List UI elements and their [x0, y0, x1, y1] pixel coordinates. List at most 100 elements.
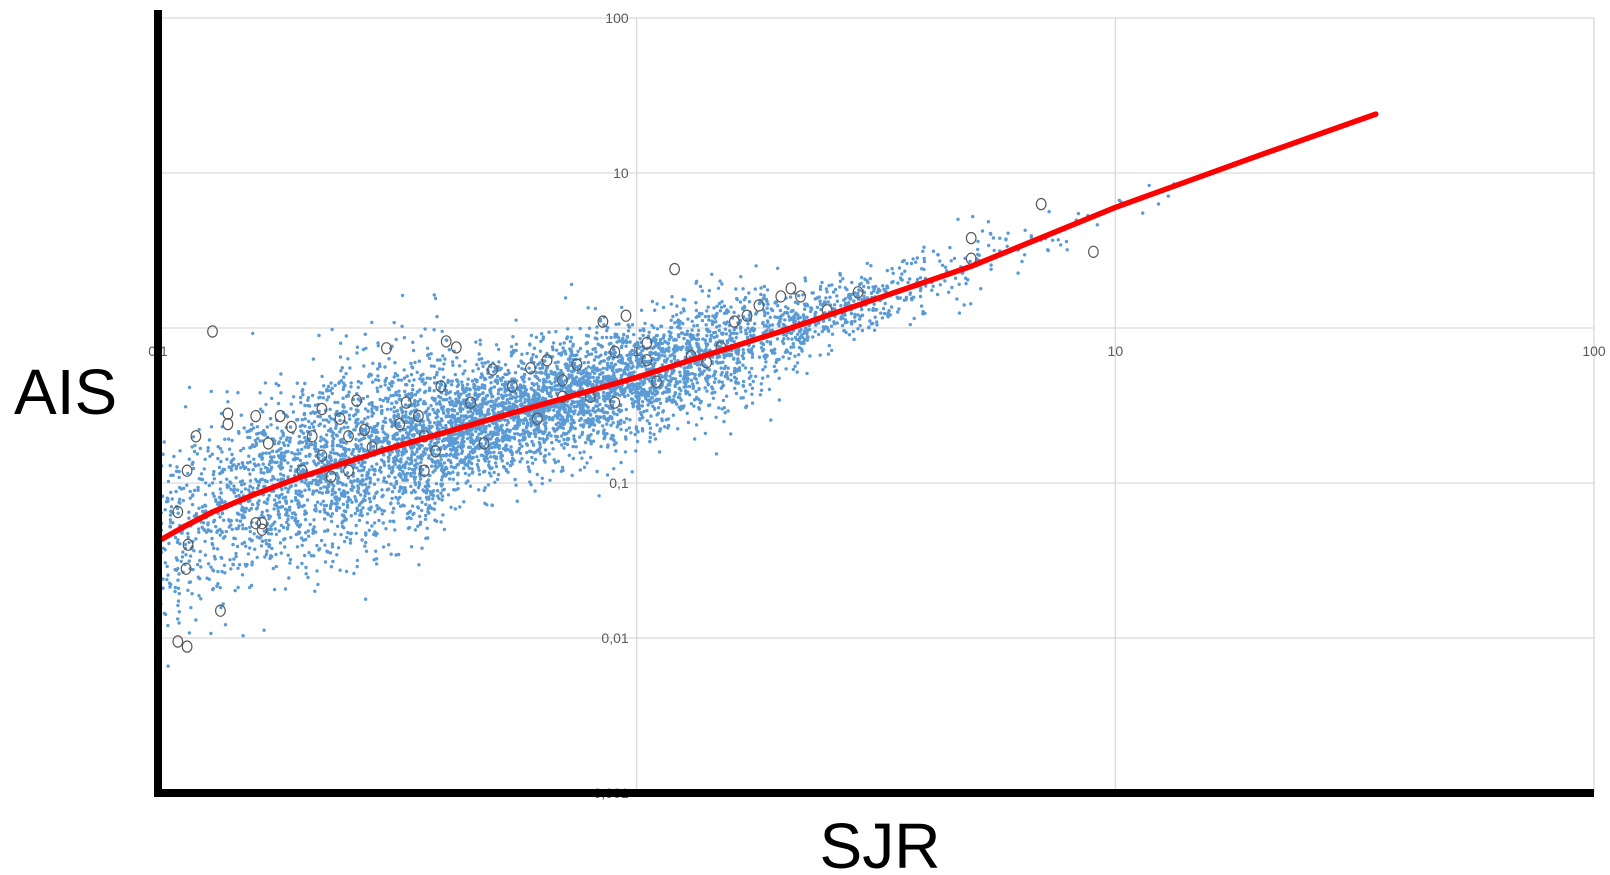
data-point	[568, 339, 572, 344]
data-point	[186, 471, 190, 476]
data-point	[897, 266, 902, 270]
data-point	[540, 332, 544, 336]
data-point	[798, 341, 803, 345]
data-point	[188, 489, 192, 494]
data-point	[547, 431, 551, 435]
data-point	[592, 379, 597, 383]
data-point	[827, 317, 832, 322]
data-point	[363, 482, 368, 487]
data-point	[329, 502, 333, 506]
data-point	[444, 452, 449, 456]
data-point	[276, 478, 280, 482]
data-point	[607, 342, 611, 346]
data-point	[497, 446, 501, 451]
data-point	[392, 375, 396, 379]
data-point	[891, 271, 895, 275]
data-point	[609, 436, 613, 441]
data-point	[565, 403, 569, 407]
data-point	[935, 292, 940, 297]
data-point	[818, 287, 823, 291]
data-point	[388, 381, 392, 386]
data-point	[371, 361, 375, 365]
data-point	[376, 367, 380, 371]
data-point	[223, 623, 228, 627]
data-point	[664, 347, 668, 351]
data-point	[441, 488, 445, 492]
data-point	[763, 313, 767, 318]
data-point	[483, 361, 487, 365]
data-point	[390, 384, 394, 388]
data-point	[674, 344, 679, 348]
data-point	[773, 347, 777, 351]
data-point	[619, 427, 623, 432]
data-point	[582, 450, 586, 454]
data-point	[381, 398, 385, 403]
data-point	[416, 442, 420, 447]
data-point	[339, 466, 343, 470]
data-point	[233, 588, 237, 593]
data-point	[838, 271, 842, 276]
data-point	[722, 321, 726, 325]
data-point	[330, 327, 334, 332]
data-point	[313, 589, 317, 593]
data-point	[697, 311, 702, 316]
data-point	[298, 395, 303, 400]
data-point	[817, 332, 821, 337]
data-point	[225, 477, 229, 481]
data-point	[601, 407, 605, 411]
data-point	[399, 378, 404, 382]
data-point	[344, 371, 348, 376]
data-point	[624, 407, 628, 412]
data-point	[325, 389, 330, 393]
data-point	[247, 508, 251, 512]
data-point	[294, 483, 298, 488]
data-point	[548, 380, 552, 384]
data-point	[390, 450, 394, 454]
data-point	[439, 482, 443, 486]
data-point	[378, 465, 383, 470]
data-point	[261, 410, 265, 414]
data-point	[244, 506, 248, 511]
data-point	[192, 449, 197, 454]
data-point	[356, 409, 360, 413]
data-point	[906, 280, 910, 285]
data-point	[363, 494, 367, 498]
data-point	[856, 313, 860, 317]
data-point	[206, 449, 210, 453]
data-point	[303, 512, 307, 516]
data-point	[850, 280, 854, 285]
data-point	[750, 392, 754, 396]
data-point	[636, 342, 640, 347]
data-point	[477, 352, 481, 356]
data-point	[612, 374, 616, 378]
data-point	[326, 482, 331, 486]
data-point	[282, 454, 287, 458]
data-point	[713, 377, 718, 381]
data-point	[678, 392, 682, 396]
data-point	[1065, 248, 1069, 252]
data-point	[922, 267, 926, 272]
data-point	[562, 408, 567, 412]
data-point	[609, 335, 613, 340]
data-point	[856, 327, 860, 331]
data-point	[330, 492, 334, 497]
data-point	[187, 559, 191, 563]
data-point	[339, 532, 343, 537]
data-point	[340, 482, 345, 486]
data-point	[324, 433, 329, 437]
data-point	[667, 423, 671, 428]
data-point	[586, 437, 590, 441]
data-point	[317, 452, 321, 456]
data-point	[400, 293, 405, 298]
data-point	[330, 482, 334, 486]
data-point	[601, 424, 605, 428]
data-point	[492, 470, 496, 475]
data-point	[331, 487, 335, 491]
data-point	[234, 467, 238, 471]
data-point	[338, 341, 343, 345]
data-point	[612, 438, 616, 443]
data-point	[943, 279, 947, 283]
data-point	[219, 411, 224, 416]
data-point	[766, 311, 770, 315]
data-point	[402, 464, 407, 468]
